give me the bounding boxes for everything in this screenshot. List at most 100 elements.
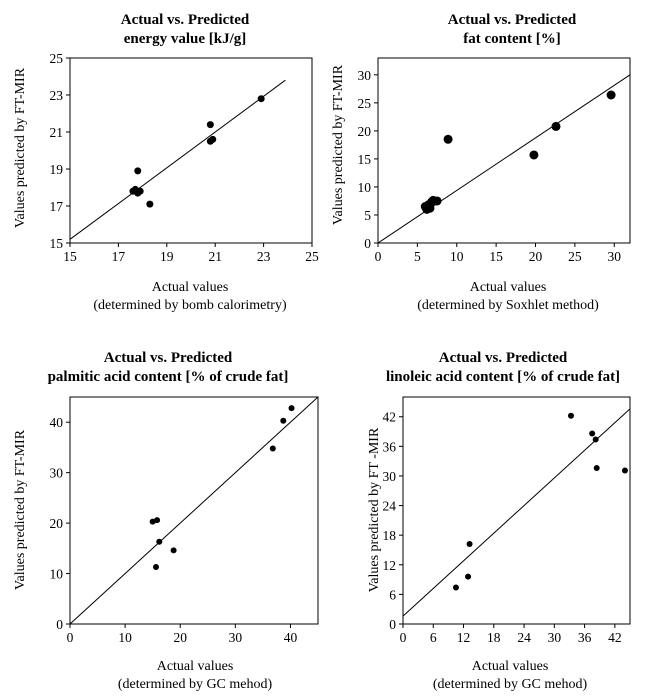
x-tick-label: 30 (548, 630, 562, 645)
x-tick-label: 36 (578, 630, 592, 645)
data-point (288, 405, 295, 412)
x-tick-label: 30 (229, 630, 243, 645)
y-tick-label: 40 (50, 415, 64, 430)
x-tick-label: 10 (118, 630, 132, 645)
chart-title-line1: Actual vs. Predicted (448, 12, 577, 28)
x-tick-label: 20 (529, 249, 543, 264)
x-tick-label: 25 (305, 249, 319, 264)
x-axis-label-line2: (determined by Soxhlet method) (417, 298, 599, 313)
data-point (206, 137, 214, 145)
chart-energy-value: Actual vs. Predicted energy value [kJ/g]… (13, 12, 319, 313)
fit-line (69, 79, 286, 240)
data-point (257, 95, 265, 103)
x-tick-label: 0 (400, 630, 407, 645)
x-tick-label: 18 (487, 630, 501, 645)
data-point (621, 467, 628, 474)
x-axis-label-line2: (determined by GC mehod) (118, 677, 273, 691)
fit-line (69, 396, 319, 625)
x-axis-label-line1: Actual values (157, 659, 234, 674)
y-tick-label: 36 (383, 439, 397, 454)
x-tick-label: 5 (414, 249, 421, 264)
x-tick-label: 21 (208, 249, 222, 264)
data-point (592, 436, 599, 443)
y-tick-label: 20 (50, 516, 64, 531)
chart-title-line2: energy value [kJ/g] (124, 31, 246, 47)
x-tick-label: 25 (568, 249, 582, 264)
x-tick-label: 0 (375, 249, 382, 264)
data-point (452, 584, 459, 591)
data-point (606, 90, 616, 100)
y-tick-label: 0 (364, 236, 371, 251)
x-tick-label: 10 (450, 249, 464, 264)
y-tick-label: 10 (358, 180, 372, 195)
data-point (269, 445, 276, 452)
y-tick-label: 5 (364, 208, 371, 223)
x-tick-label: 20 (173, 630, 187, 645)
data-point (465, 573, 472, 580)
x-axis-label-line1: Actual values (470, 280, 547, 295)
plot-area: 0 5 10 15 20 25 30 0 5 10 15 20 25 30 (358, 57, 631, 264)
fit-line (402, 408, 631, 617)
x-tick-label: 23 (257, 249, 271, 264)
plot-frame (377, 57, 631, 244)
y-tick-label: 20 (358, 124, 372, 139)
y-tick-label: 30 (383, 469, 397, 484)
y-tick-label: 30 (50, 466, 64, 481)
x-axis-label-line2: (determined by bomb calorimetry) (93, 298, 287, 313)
chart-title-line2: palmitic acid content [% of crude fat] (48, 369, 289, 385)
plot-frame (69, 57, 313, 244)
y-tick-label: 25 (358, 96, 372, 111)
plot-frame (402, 396, 631, 625)
y-tick-label: 0 (389, 617, 396, 632)
chart-title-line1: Actual vs. Predicted (439, 350, 568, 366)
x-tick-label: 6 (430, 630, 437, 645)
data-point (432, 196, 442, 206)
y-tick-label: 18 (383, 528, 397, 543)
x-axis-label-line1: Actual values (152, 280, 229, 295)
data-point (443, 134, 453, 144)
chart-title-line1: Actual vs. Predicted (121, 12, 250, 28)
data-point (134, 189, 142, 197)
data-point (170, 547, 177, 554)
y-axis-label: Values predicted by FT-MIR (13, 67, 28, 228)
data-point (551, 121, 561, 131)
plot-area: 0 10 20 30 40 0 10 20 30 40 (50, 396, 319, 645)
x-tick-label: 12 (457, 630, 471, 645)
y-tick-label: 25 (50, 51, 64, 66)
x-axis-label-line1: Actual values (472, 659, 549, 674)
x-tick-label: 19 (160, 249, 174, 264)
y-tick-label: 6 (389, 587, 396, 602)
y-tick-label: 15 (358, 152, 372, 167)
y-tick-label: 10 (50, 567, 64, 582)
chart-title-line1: Actual vs. Predicted (104, 350, 233, 366)
data-point (154, 517, 161, 524)
y-axis-label: Values predicted by FT -MIR (367, 427, 382, 592)
y-tick-label: 24 (383, 499, 397, 514)
y-tick-label: 15 (50, 236, 64, 251)
chart-fat-content: Actual vs. Predicted fat content [%] Act… (331, 12, 631, 313)
x-axis-label-line2: (determined by GC mehod) (433, 677, 588, 691)
x-tick-label: 15 (63, 249, 77, 264)
data-point (567, 412, 574, 419)
x-tick-label: 40 (284, 630, 298, 645)
plot-area: 15 17 19 21 23 25 15 17 19 21 23 25 (50, 51, 320, 264)
y-axis-label: Values predicted by FT-MIR (13, 429, 28, 590)
plot-area: 0 6 12 18 24 30 36 42 0 6 12 18 24 30 36 42 (383, 396, 631, 645)
data-point (593, 465, 600, 472)
data-point (134, 167, 142, 175)
x-tick-label: 24 (517, 630, 531, 645)
data-point (280, 417, 287, 424)
x-tick-label: 17 (112, 249, 126, 264)
data-point (206, 121, 214, 129)
y-tick-label: 21 (50, 125, 64, 140)
chart-linoleic-acid: Actual vs. Predicted linoleic acid conte… (367, 350, 631, 692)
data-point (146, 200, 154, 208)
chart-palmitic-acid: Actual vs. Predicted palmitic acid conte… (13, 350, 319, 692)
x-tick-label: 30 (608, 249, 622, 264)
data-point (466, 541, 473, 548)
y-tick-label: 17 (50, 199, 64, 214)
y-tick-label: 23 (50, 88, 64, 103)
plot-frame (69, 396, 319, 625)
x-tick-label: 0 (67, 630, 74, 645)
